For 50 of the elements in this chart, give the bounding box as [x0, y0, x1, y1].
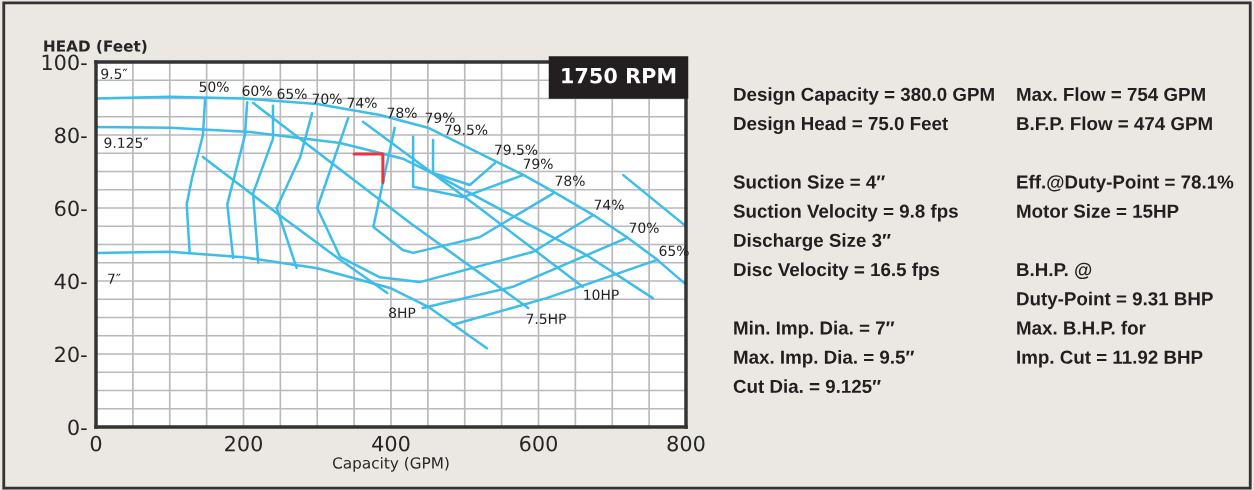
y-axis-title: HEAD (Feet) [44, 40, 147, 54]
text: Duty-Point = 9.31 BHP [1017, 291, 1213, 310]
annotation: 74% [347, 97, 377, 109]
x-tick-label: 600 [520, 435, 557, 452]
annotation: 79.5% [445, 124, 488, 136]
annotation: 74% [594, 199, 624, 211]
text: Suction Size = 4″ [733, 174, 885, 189]
annotation: 9.125″ [104, 137, 149, 149]
x-tick-label: 200 [225, 435, 262, 452]
y-tick-label: 100- [42, 54, 87, 71]
annotation: 50% [199, 81, 229, 93]
annotation: 1750 RPM [562, 67, 676, 84]
y-tick-label: 20- [55, 346, 87, 363]
annotation: 78% [555, 175, 585, 187]
x-axis-title: Capacity (GPM) [332, 456, 449, 472]
annotation: 7″ [108, 273, 121, 284]
x-tick-label: 400 [372, 435, 410, 452]
annotation: 8HP [389, 307, 416, 319]
text: Design Head = 75.0 Feet [734, 116, 948, 134]
annotation: 79% [425, 112, 455, 124]
annotation: 60% [242, 85, 272, 97]
text: Min. Imp. Dia. = 7″ [734, 320, 895, 339]
text: B.F.P. Flow = 474 GPM [1017, 116, 1212, 131]
text: Motor Size = 15HP [1017, 204, 1179, 218]
annotation: 70% [629, 222, 659, 234]
annotation: 79% [523, 158, 553, 170]
annotation: 10HP [584, 289, 619, 301]
text: Suction Velocity = 9.8 fps [733, 204, 958, 222]
x-tick-label: 800 [667, 435, 705, 452]
annotation: 7.5HP [526, 313, 566, 325]
text: B.H.P. @ [1017, 262, 1092, 280]
y-tick-label: 40- [54, 273, 87, 290]
text: Max. Imp. Dia. = 9.5″ [734, 350, 915, 368]
annotation: 78% [387, 107, 417, 119]
text: Design Capacity = 380.0 GPM [734, 87, 994, 105]
y-tick-label: 60- [55, 200, 87, 217]
y-tick-label: 80- [55, 127, 87, 144]
text: Max. B.H.P. for [1017, 320, 1146, 335]
annotation: 79.5% [495, 144, 538, 156]
text: Eff.@Duty-Point = 78.1% [1017, 174, 1234, 193]
annotation: 70% [312, 93, 342, 105]
y-tick-label: 0- [68, 419, 87, 436]
text: Disc Velocity = 16.5 fps [734, 262, 940, 280]
text: Discharge Size 3″ [734, 233, 891, 251]
text: Cut Dia. = 9.125″ [733, 379, 881, 394]
text: Imp. Cut = 11.92 BHP [1017, 350, 1203, 368]
x-tick-label: 0 [90, 435, 102, 452]
annotation: 65% [277, 88, 307, 100]
annotation: 9.5″ [101, 68, 128, 80]
text: Max. Flow = 754 GPM [1017, 87, 1205, 102]
